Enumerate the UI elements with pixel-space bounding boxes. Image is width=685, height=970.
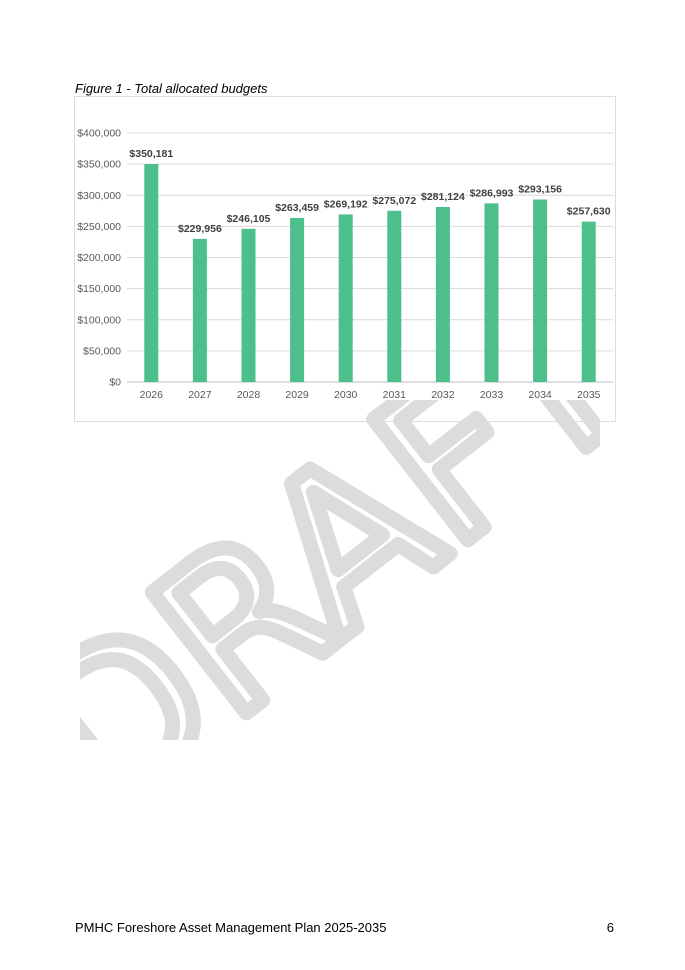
- bar: [387, 210, 402, 382]
- data-label: $229,956: [178, 223, 222, 235]
- bar: [435, 207, 450, 382]
- y-tick-label: $250,000: [77, 221, 121, 233]
- y-tick-label: $50,000: [83, 345, 121, 357]
- x-tick-label: 2033: [480, 389, 504, 401]
- x-tick-label: 2034: [528, 389, 552, 401]
- x-tick-label: 2031: [383, 389, 407, 401]
- bar: [290, 217, 305, 382]
- data-label: $246,105: [227, 213, 271, 225]
- footer-page-number: 6: [606, 920, 614, 935]
- bar: [241, 228, 256, 382]
- bar: [581, 221, 596, 382]
- data-label: $275,072: [372, 195, 416, 207]
- x-tick-label: 2028: [237, 389, 261, 401]
- data-label: $257,630: [567, 206, 611, 218]
- x-tick-label: 2032: [431, 389, 455, 401]
- x-tick-label: 2029: [285, 389, 309, 401]
- figure-caption: Figure 1 - Total allocated budgets: [75, 81, 268, 96]
- x-tick-label: 2026: [140, 389, 164, 401]
- bar: [484, 203, 499, 382]
- y-tick-label: $350,000: [77, 159, 121, 171]
- footer-document-title: PMHC Foreshore Asset Management Plan 202…: [75, 920, 387, 935]
- watermark-text: DRAFT: [80, 400, 600, 740]
- x-tick-label: 2030: [334, 389, 358, 401]
- y-tick-label: $150,000: [77, 283, 121, 295]
- draft-watermark: DRAFT: [80, 400, 600, 740]
- data-label: $350,181: [129, 148, 173, 160]
- y-tick-label: $200,000: [77, 252, 121, 264]
- y-tick-label: $0: [109, 377, 121, 389]
- data-label: $281,124: [421, 191, 465, 203]
- bar: [192, 238, 207, 382]
- x-tick-label: 2035: [577, 389, 601, 401]
- y-tick-label: $100,000: [77, 314, 121, 326]
- bar: [144, 164, 159, 382]
- data-label: $263,459: [275, 202, 319, 214]
- data-label: $269,192: [324, 198, 368, 210]
- x-tick-label: 2027: [188, 389, 212, 401]
- y-tick-label: $300,000: [77, 190, 121, 202]
- chart-svg: $0 $50,000 $100,000 $150,000 $200,000 $250,00…: [77, 128, 613, 401]
- bar: [533, 199, 548, 382]
- data-label: $286,993: [470, 187, 514, 199]
- y-tick-label: $400,000: [77, 128, 121, 140]
- data-label: $293,156: [518, 184, 562, 196]
- bar: [338, 214, 353, 382]
- budget-chart: $0 $50,000 $100,000 $150,000 $200,000 $250,00…: [74, 96, 616, 422]
